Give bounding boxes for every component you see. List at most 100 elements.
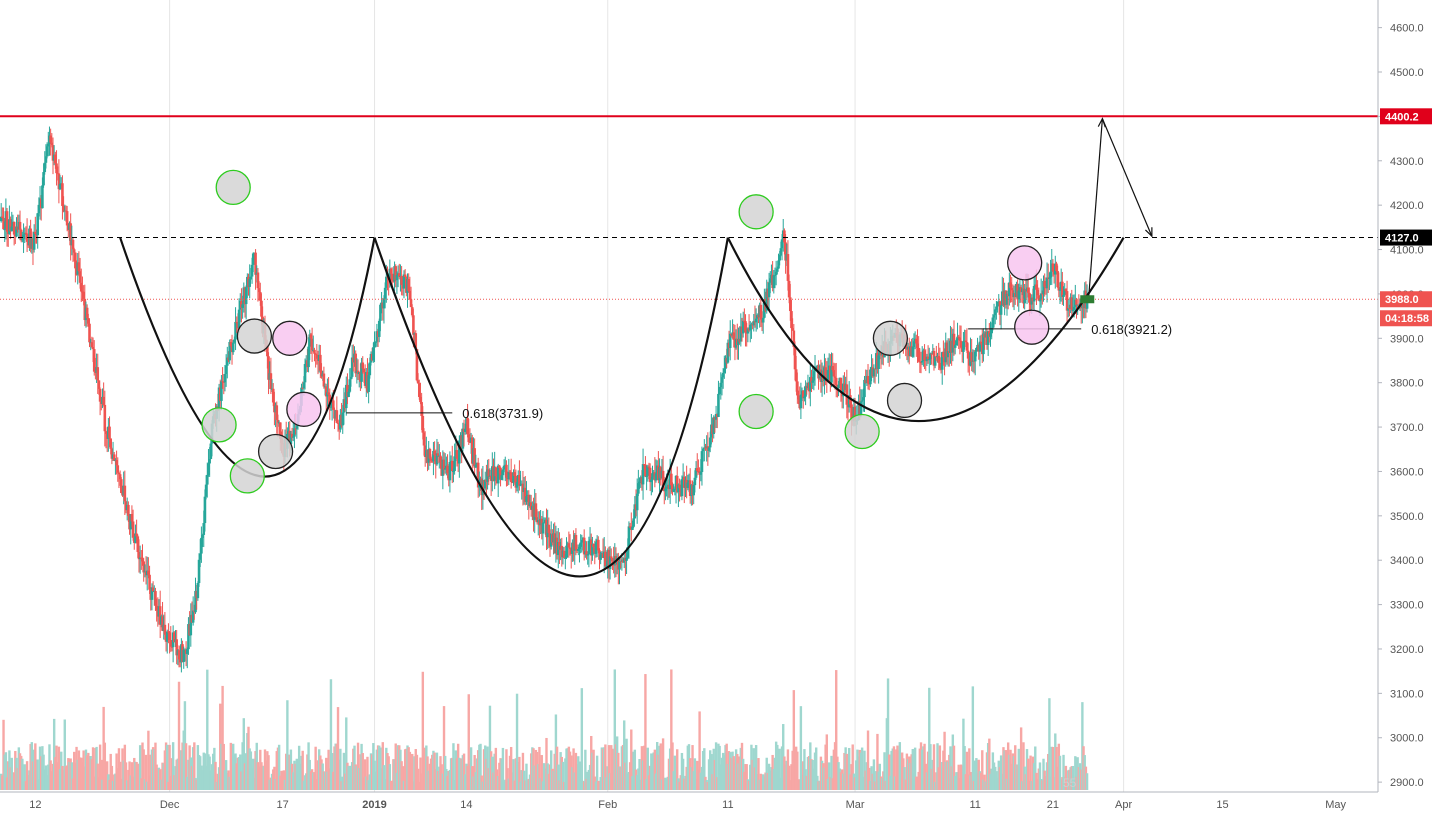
candle-body: [15, 226, 18, 237]
candle-body: [726, 342, 730, 363]
price-tick-label: 4200.0: [1390, 200, 1424, 212]
volume-bar: [714, 742, 718, 790]
price-tick-label: 3200.0: [1390, 644, 1424, 656]
candle-body: [779, 248, 783, 256]
volume-bar: [394, 743, 397, 790]
candle-body: [780, 239, 784, 249]
candle-body: [98, 388, 102, 402]
volume-bar: [965, 751, 969, 790]
candle-body: [446, 465, 449, 474]
candle-body: [309, 334, 313, 339]
volume-bar: [638, 759, 641, 790]
candle-body: [258, 292, 262, 301]
candle-body: [189, 614, 193, 636]
candle-body: [845, 384, 849, 405]
volume-bar: [301, 750, 304, 790]
candle-body: [151, 587, 155, 592]
candle-body: [803, 396, 806, 399]
candle-body: [723, 368, 726, 373]
candle-body: [267, 356, 270, 380]
candle-body: [260, 300, 263, 317]
candle-body: [276, 419, 280, 423]
candle-body: [303, 364, 307, 383]
candle-body: [42, 172, 45, 186]
candle-body: [739, 326, 743, 342]
candle-body: [534, 503, 538, 518]
candle-body: [221, 381, 224, 383]
fib-label-left: 0.618(3731.9): [462, 406, 543, 421]
time-tick-label: 11: [722, 799, 733, 811]
candle-body: [249, 276, 253, 280]
candle-body: [1085, 299, 1089, 309]
volume-bar: [96, 763, 99, 790]
candle-body: [336, 422, 340, 424]
candle-body: [1055, 263, 1058, 272]
candle-body: [737, 338, 740, 346]
candle-body: [461, 428, 465, 449]
time-tick-label: Mar: [846, 799, 865, 811]
candle-body: [995, 306, 998, 310]
candle-body: [117, 472, 121, 475]
candle-body: [388, 268, 392, 281]
candle-body: [58, 183, 62, 190]
volume-bar: [886, 678, 890, 790]
candle-body: [1036, 289, 1039, 296]
pattern-marker-green: [215, 169, 251, 206]
candle-body: [567, 543, 571, 548]
candle-body: [21, 238, 24, 241]
candle-body: [112, 454, 116, 461]
volume-layer: [0, 669, 1089, 790]
badge-neckline-bg: [1380, 229, 1432, 246]
candle-body: [142, 561, 145, 573]
candle-body: [341, 412, 345, 426]
candle-body: [290, 433, 294, 438]
candle-body: [1035, 284, 1038, 290]
candle-body: [915, 338, 918, 344]
candle-body: [307, 346, 310, 368]
candle-body: [746, 328, 750, 334]
candle-body: [515, 481, 519, 488]
candle-body: [982, 333, 985, 355]
volume-bar: [214, 761, 217, 790]
volume-bar: [1019, 727, 1023, 790]
candle-body: [831, 366, 834, 371]
candle-body: [150, 587, 154, 600]
candle-body: [1049, 271, 1052, 278]
candle-body: [853, 406, 857, 421]
candle-body: [680, 479, 684, 497]
volume-bar: [903, 767, 906, 790]
candle-body: [185, 649, 189, 654]
volume-bar: [171, 742, 175, 790]
candle-body: [90, 342, 94, 348]
badge-countdown: 04:18:58: [1385, 313, 1429, 325]
candle-body: [87, 318, 90, 324]
candle-body: [45, 146, 49, 157]
volume-bar: [1022, 742, 1025, 790]
candle-body: [1064, 289, 1068, 292]
candle-body: [1062, 294, 1065, 297]
volume-bar: [557, 764, 560, 790]
cup-curve-left: [119, 237, 376, 478]
volume-bar: [462, 753, 466, 790]
candle-body: [990, 327, 993, 334]
candle-body: [587, 540, 591, 555]
candle-body: [177, 650, 181, 660]
candle-body: [721, 372, 725, 378]
volume-bar: [863, 750, 866, 790]
candle-body: [1039, 293, 1043, 301]
time-tick-label: 17: [277, 799, 289, 811]
volume-bar: [988, 738, 991, 790]
candle-body: [130, 514, 134, 522]
candle-body: [635, 493, 639, 511]
volume-bar: [356, 742, 360, 790]
candle-body: [412, 315, 415, 335]
candle-body: [797, 395, 800, 400]
volume-bar: [329, 679, 333, 790]
candle-body: [322, 373, 326, 387]
candle-body: [627, 526, 631, 548]
candle-body: [860, 400, 864, 402]
volume-bar: [911, 749, 914, 790]
price-tick-label: 3700.0: [1390, 422, 1424, 434]
candle-body: [759, 304, 763, 320]
